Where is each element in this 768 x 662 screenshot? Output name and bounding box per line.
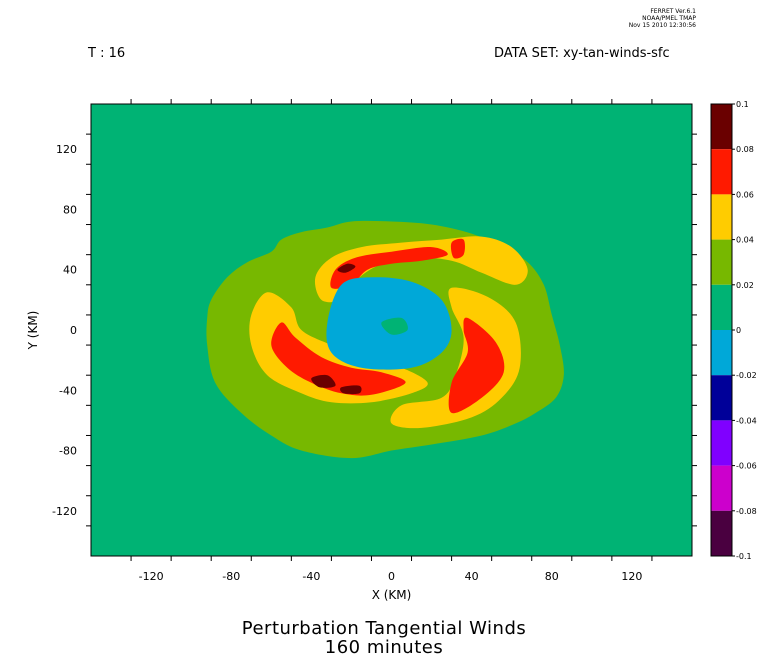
colorbar-swatch (711, 330, 732, 376)
contour-region-upper-arm-red (330, 247, 448, 289)
contour-region-left-core-a (311, 374, 336, 388)
y-tick-label: -120 (52, 505, 77, 518)
x-tick-label: 0 (388, 570, 395, 583)
plot-frame (90, 103, 693, 557)
x-tick-label: -80 (222, 570, 240, 583)
x-tick-label: -120 (139, 570, 164, 583)
x-axis-label: X (KM) (372, 588, 412, 602)
colorbar-label: 0.08 (736, 145, 754, 154)
colorbar-label: 0 (736, 326, 741, 335)
y-tick-label: 120 (56, 143, 77, 156)
colorbar-swatch (711, 104, 732, 150)
y-axis-label: Y (KM) (26, 311, 40, 351)
colorbar-label: 0.02 (736, 281, 754, 290)
colorbar-swatch (711, 510, 732, 556)
y-tick-label: 40 (63, 264, 77, 277)
colorbar-label: -0.04 (736, 416, 757, 425)
contour-region-upper-red-blob (450, 238, 465, 259)
y-tick-label: -80 (59, 445, 77, 458)
stamp-line: Nov 15 2010 12:30:56 (628, 22, 696, 29)
x-tick-label: 120 (621, 570, 642, 583)
contour-region-right-arm-red (448, 317, 505, 414)
colorbar-swatch (711, 465, 732, 511)
colorbar-swatch (711, 375, 732, 421)
stamp-line: NOAA/PMEL TMAP (642, 15, 696, 22)
dataset-label: DATA SET: xy-tan-winds-sfc (494, 46, 670, 61)
colorbar-label: 0.1 (736, 100, 749, 109)
colorbar-swatch (711, 284, 732, 330)
colorbar-label: 0.04 (736, 236, 754, 245)
colorbar-label: -0.02 (736, 371, 757, 380)
chart-subtitle: 160 minutes (324, 637, 444, 658)
contour-region-upper-core (337, 263, 356, 273)
contour-region-right-arm-yellow (390, 287, 521, 429)
time-label: T : 16 (88, 46, 126, 61)
colorbar-swatch (711, 149, 732, 195)
x-tick-label: 40 (465, 570, 479, 583)
colorbar-swatch (711, 194, 732, 240)
software-stamp: FERRET Ver.6.1 NOAA/PMEL TMAP Nov 15 201… (629, 8, 696, 29)
chart-title: Perturbation Tangential Winds (241, 618, 527, 639)
stamp-line: FERRET Ver.6.1 (650, 8, 696, 15)
colorbar-label: -0.1 (736, 552, 752, 561)
y-tick-label: -40 (59, 384, 77, 397)
contour-region-left-core-b (340, 385, 362, 395)
y-tick-label: 0 (70, 324, 77, 337)
contour-region-center-inner-pocket (381, 317, 408, 335)
x-tick-label: -40 (302, 570, 320, 583)
y-tick-label: 80 (63, 203, 77, 216)
contour-region-left-arm-red (271, 322, 406, 396)
contour-region-upper-arm-yellow (314, 236, 528, 303)
colorbar-swatch (711, 239, 732, 285)
x-tick-label: 80 (545, 570, 559, 583)
colorbar-label: -0.06 (736, 462, 757, 471)
colorbar-label: -0.08 (736, 507, 757, 516)
colorbar-swatch (711, 420, 732, 466)
colorbar-label: 0.06 (736, 190, 754, 199)
